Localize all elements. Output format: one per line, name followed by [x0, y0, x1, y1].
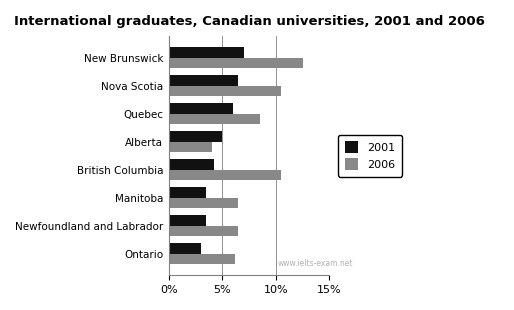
Bar	[169, 159, 214, 170]
Bar	[169, 226, 238, 237]
Bar	[169, 243, 201, 254]
Bar	[169, 142, 212, 152]
Bar	[169, 103, 233, 114]
Bar	[169, 170, 281, 180]
Title: International graduates, Canadian universities, 2001 and 2006: International graduates, Canadian univer…	[13, 15, 485, 28]
Bar	[169, 198, 238, 208]
Bar	[169, 215, 206, 226]
Bar	[169, 254, 235, 264]
Bar	[169, 58, 303, 68]
Bar	[169, 114, 260, 124]
Bar	[169, 75, 238, 86]
Bar	[169, 47, 244, 58]
Text: www.ielts-exam.net: www.ielts-exam.net	[278, 259, 354, 268]
Bar	[169, 131, 222, 142]
Legend: 2001, 2006: 2001, 2006	[338, 135, 402, 177]
Bar	[169, 187, 206, 198]
Bar	[169, 86, 281, 96]
